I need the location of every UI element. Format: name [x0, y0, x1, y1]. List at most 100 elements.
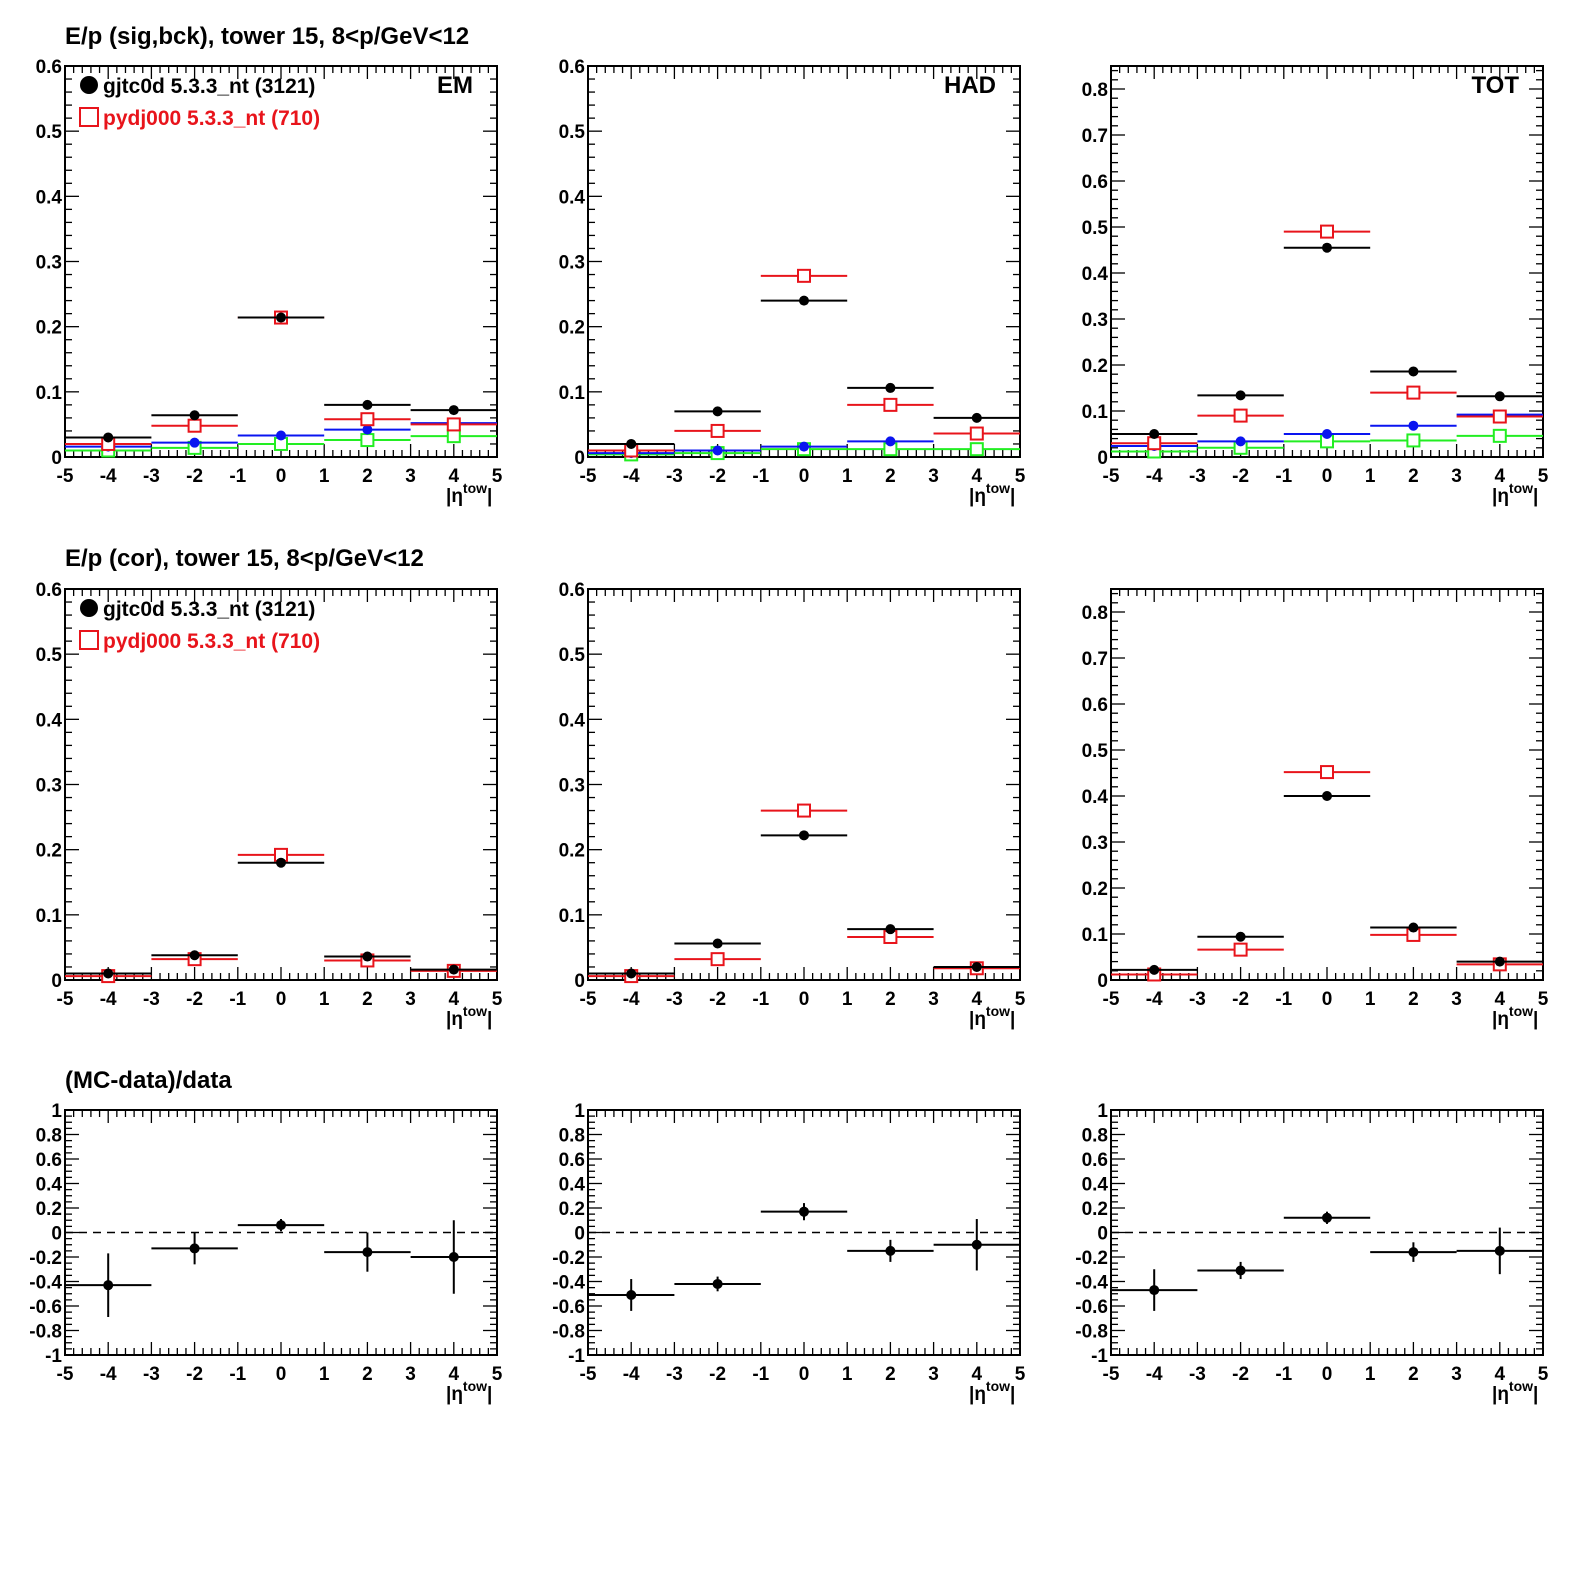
- data-point: [847, 397, 934, 412]
- x-tick-label: -3: [143, 989, 160, 1010]
- data-point: [933, 442, 1020, 457]
- y-tick-label: 0.8: [1082, 80, 1108, 101]
- x-tick-label: -1: [229, 1364, 246, 1385]
- x-tick-label: -2: [186, 466, 203, 487]
- point-marker: [103, 432, 114, 443]
- y-tick-label: 0.3: [1082, 310, 1108, 331]
- x-tick-label: -3: [666, 1364, 683, 1385]
- point-marker: [360, 433, 375, 448]
- data-point: [674, 406, 761, 417]
- y-tick-label: 0.8: [36, 1126, 62, 1147]
- point-marker: [799, 1206, 809, 1217]
- x-tick-label: 1: [842, 466, 853, 487]
- panel-label: TOT: [1471, 72, 1519, 99]
- x-tick-label: -5: [1103, 1364, 1120, 1385]
- point-marker: [1233, 942, 1248, 957]
- legend-marker: [79, 630, 99, 650]
- data-point: [65, 968, 152, 979]
- point-marker: [276, 312, 286, 323]
- x-axis-title: |ηtow|: [446, 480, 492, 507]
- y-tick-label: -0.6: [552, 1297, 585, 1318]
- data-point: [1370, 366, 1457, 377]
- point-marker: [189, 410, 200, 421]
- series-black: [588, 1203, 1020, 1311]
- x-tick-label: -3: [1189, 1364, 1206, 1385]
- data-point: [1111, 1269, 1198, 1311]
- data-point: [1111, 429, 1198, 439]
- y-tick-label: 0.4: [36, 187, 63, 208]
- chart-sigbck-had: -5 -4 -3 -2 -1 0 1 2 3 4 5 0 0.1 0.2 0.3 0.4 0.5 0.6 |ηtow…: [559, 57, 1026, 507]
- chart-cor-had: -5 -4 -3 -2 -1 0 1 2 3 4 5 0 0.1 0.2 0.3 0.4 0.5 0.6 |ηtow…: [559, 580, 1026, 1030]
- point-marker: [710, 423, 725, 438]
- x-tick-label: -4: [100, 466, 117, 487]
- x-tick-label: 0: [276, 466, 287, 487]
- x-axis-title: |ηtow|: [1492, 1003, 1538, 1030]
- data-point: [151, 418, 238, 433]
- data-point: [151, 1232, 238, 1265]
- x-tick-label: 1: [319, 466, 330, 487]
- x-tick-label: 2: [1408, 1364, 1419, 1385]
- tick-marks: [64, 65, 498, 458]
- y-tick-label: 0: [51, 971, 62, 992]
- y-tick-label: 0: [574, 448, 585, 469]
- data-point: [1456, 409, 1543, 424]
- data-point: [237, 1219, 325, 1232]
- x-tick-label: 1: [1365, 1364, 1376, 1385]
- y-tick-label: 0: [574, 971, 585, 992]
- x-tick-label: 3: [928, 1364, 939, 1385]
- data-point: [674, 1276, 761, 1292]
- x-tick-label: 0: [276, 989, 287, 1010]
- y-tick-label: -0.8: [552, 1322, 585, 1343]
- x-tick-label: 1: [842, 989, 853, 1010]
- x-tick-label: -3: [143, 1364, 160, 1385]
- x-axis-title: |ηtow|: [1492, 1378, 1538, 1405]
- point-marker: [799, 295, 809, 306]
- x-tick-label: 0: [1322, 989, 1333, 1010]
- data-point: [1370, 420, 1457, 431]
- x-tick-label: -3: [666, 989, 683, 1010]
- panel-label: EM: [437, 72, 473, 99]
- series-green: [1111, 428, 1543, 459]
- data-point: [1370, 1242, 1457, 1262]
- point-marker: [189, 950, 200, 961]
- data-point: [1197, 942, 1284, 957]
- data-point: [760, 268, 848, 283]
- point-marker: [1322, 242, 1332, 253]
- point-marker: [1149, 429, 1160, 439]
- data-point: [1456, 956, 1543, 967]
- plot-frame: [1110, 588, 1544, 981]
- data-point: [847, 382, 934, 393]
- series-black: [65, 1219, 497, 1318]
- x-tick-label: -4: [1146, 989, 1163, 1010]
- y-tick-label: 1: [51, 1101, 62, 1122]
- y-tick-label: 0.4: [36, 1175, 63, 1196]
- point-marker: [187, 418, 202, 433]
- x-tick-label: 2: [1408, 466, 1419, 487]
- y-tick-label: 0.2: [559, 1199, 585, 1220]
- data-point: [933, 1219, 1020, 1271]
- y-tick-label: 0.6: [36, 57, 62, 78]
- series-black: [1111, 242, 1543, 439]
- tick-marks: [1110, 589, 1544, 981]
- x-tick-label: -4: [100, 1364, 117, 1385]
- y-tick-label: 0.6: [1082, 1150, 1108, 1171]
- y-tick-label: -0.2: [1075, 1248, 1108, 1269]
- x-tick-label: 5: [492, 466, 503, 487]
- x-tick-label: 3: [1451, 1364, 1462, 1385]
- point-marker: [969, 442, 984, 457]
- y-tick-label: 0.4: [1082, 1175, 1109, 1196]
- x-tick-label: 3: [928, 466, 939, 487]
- y-tick-label: -0.4: [552, 1273, 585, 1294]
- y-tick-label: -0.8: [1075, 1322, 1108, 1343]
- point-marker: [362, 399, 373, 410]
- point-marker: [448, 405, 459, 416]
- y-tick-label: 0.4: [36, 710, 63, 731]
- legend-marker: [79, 107, 99, 127]
- series-black: [65, 857, 497, 979]
- data-point: [1283, 429, 1371, 439]
- x-tick-label: 2: [885, 466, 896, 487]
- point-marker: [885, 436, 896, 447]
- data-point: [237, 857, 325, 868]
- x-tick-label: -1: [1275, 1364, 1292, 1385]
